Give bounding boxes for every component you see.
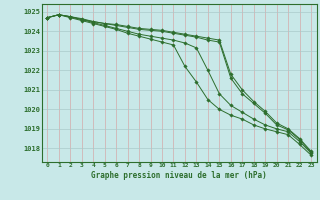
X-axis label: Graphe pression niveau de la mer (hPa): Graphe pression niveau de la mer (hPa) — [91, 171, 267, 180]
